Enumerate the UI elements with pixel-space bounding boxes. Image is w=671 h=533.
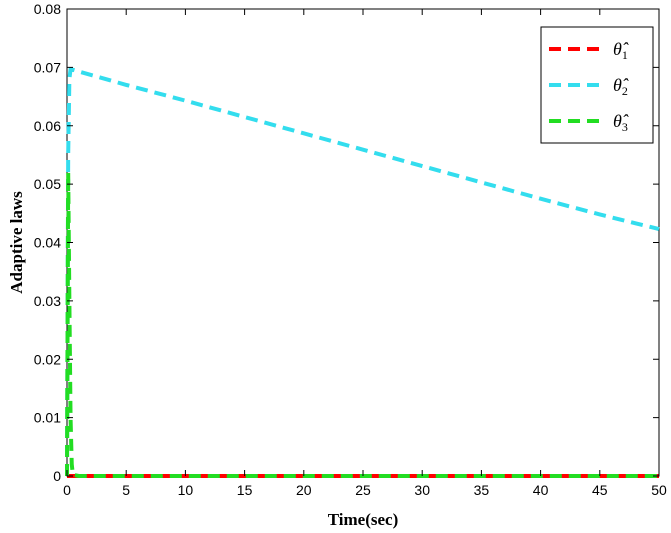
x-tick-label: 0 <box>63 482 71 498</box>
x-axis-ticks: 0 5 10 15 20 25 30 35 40 45 50 <box>63 9 667 498</box>
x-tick-label: 25 <box>355 482 371 498</box>
y-tick-label: 0.05 <box>34 176 61 192</box>
y-tick-label: 0.08 <box>34 1 61 17</box>
x-axis-label: Time(sec) <box>328 510 399 529</box>
y-tick-label: 0.06 <box>34 118 61 134</box>
series-line-2 <box>65 67 660 477</box>
x-tick-label: 30 <box>414 482 430 498</box>
y-tick-label: 0.07 <box>34 59 61 75</box>
x-tick-label: 40 <box>533 482 549 498</box>
y-tick-label: 0.01 <box>34 410 61 426</box>
y-tick-label: 0.04 <box>34 235 61 251</box>
legend: θ̂1θ̂2θ̂3 <box>540 26 654 144</box>
y-tick-label: 0 <box>53 468 61 484</box>
x-tick-label: 15 <box>237 482 253 498</box>
x-tick-label: 10 <box>178 482 194 498</box>
x-tick-label: 35 <box>474 482 490 498</box>
y-axis-label: Adaptive laws <box>7 191 26 294</box>
y-tick-label: 0.03 <box>34 293 61 309</box>
y-tick-label: 0.02 <box>34 351 61 367</box>
x-tick-label: 20 <box>296 482 312 498</box>
x-tick-label: 45 <box>592 482 608 498</box>
x-tick-label: 50 <box>651 482 667 498</box>
y-axis-ticks: 0 0.01 0.02 0.03 0.04 0.05 0.06 0.07 0.08 <box>34 1 659 484</box>
x-tick-label: 5 <box>122 482 130 498</box>
